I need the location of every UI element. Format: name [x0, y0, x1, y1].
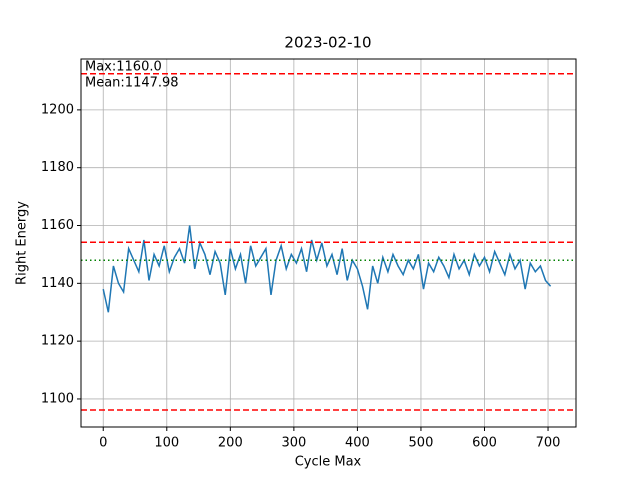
x-tick-label: 700	[536, 436, 561, 451]
annotation: Mean:1147.98	[85, 76, 179, 91]
y-tick-label: 1200	[41, 102, 74, 117]
x-tick-label: 300	[281, 436, 306, 451]
plot-frame	[80, 58, 577, 428]
chart-title: 2023-02-10	[284, 34, 371, 52]
y-tick-label: 1180	[41, 160, 74, 175]
y-axis-label: Right Energy	[15, 201, 30, 285]
y-tick-label: 1160	[41, 218, 74, 233]
y-tick-label: 1140	[41, 276, 74, 291]
x-tick-label: 100	[154, 436, 179, 451]
y-tick-label: 1100	[41, 391, 74, 406]
annotation: Max:1160.0	[85, 60, 162, 75]
x-tick-label: 500	[409, 436, 434, 451]
x-axis-label: Cycle Max	[295, 455, 362, 470]
x-tick-label: 200	[218, 436, 243, 451]
x-tick-label: 400	[345, 436, 370, 451]
y-tick-label: 1120	[41, 334, 74, 349]
data-line	[102, 225, 552, 313]
x-tick-label: 0	[99, 436, 107, 451]
x-tick-label: 600	[472, 436, 497, 451]
